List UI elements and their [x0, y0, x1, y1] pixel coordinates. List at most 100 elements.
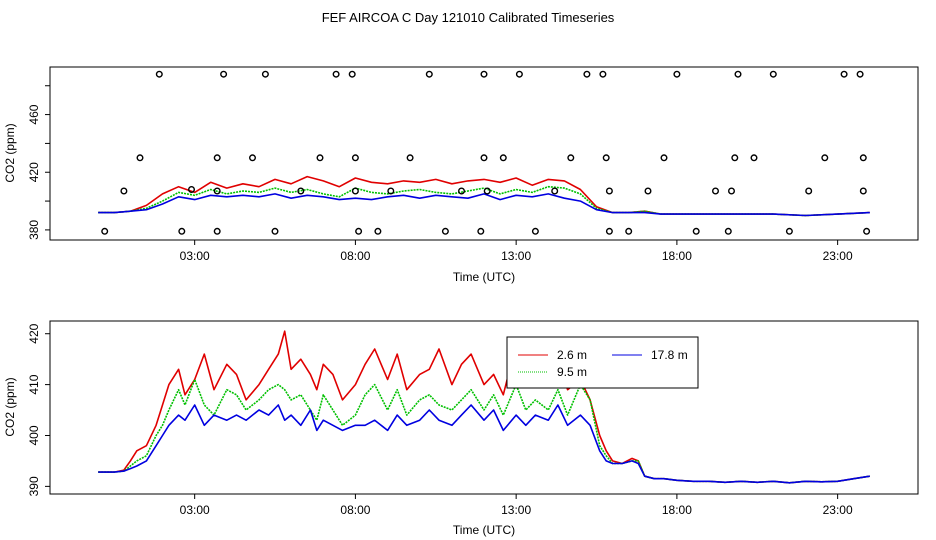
- sample-point: [625, 227, 633, 235]
- sample-point: [734, 70, 742, 78]
- sample-point: [136, 154, 144, 162]
- sample-point: [712, 187, 720, 195]
- panel-2-xlabel: Time (UTC): [453, 523, 515, 537]
- sample-point: [374, 227, 382, 235]
- sample-point: [351, 187, 359, 195]
- sample-point: [499, 154, 507, 162]
- chart-title: FEF AIRCOA C Day 121010 Calibrated Times…: [322, 10, 615, 25]
- sample-point: [271, 227, 279, 235]
- panel-1-x-axis: 03:00 08:00 13:00 18:00 23:00: [180, 240, 853, 263]
- x-tick-label: 18:00: [662, 249, 692, 263]
- sample-point: [805, 187, 813, 195]
- sample-point: [261, 70, 269, 78]
- x-tick-label: 03:00: [180, 503, 210, 517]
- sample-point: [187, 185, 195, 193]
- sample-point: [515, 70, 523, 78]
- sample-point: [213, 154, 221, 162]
- panel-1-frame: [49, 66, 919, 241]
- panel-2-y-axis: 390 400 410 420: [27, 323, 50, 496]
- panel-2: 03:00 08:00 13:00 18:00 23:00 390 400 410 420 T…: [3, 320, 919, 537]
- sample-point: [155, 70, 163, 78]
- legend-label-17-8m: 17.8 m: [651, 348, 688, 362]
- x-tick-label: 08:00: [340, 503, 370, 517]
- x-tick-label: 08:00: [340, 249, 370, 263]
- y-tick-label: 400: [27, 425, 41, 445]
- panel-2-series: [98, 330, 870, 484]
- x-tick-label: 18:00: [662, 503, 692, 517]
- x-tick-label: 13:00: [501, 503, 531, 517]
- panel-2-x-axis: 03:00 08:00 13:00 18:00 23:00: [180, 494, 853, 517]
- panel-1-xlabel: Time (UTC): [453, 270, 515, 284]
- sample-point: [483, 187, 491, 195]
- sample-point: [769, 70, 777, 78]
- sample-point: [724, 227, 732, 235]
- sample-point: [348, 70, 356, 78]
- panel-1-series-17-8-m: [98, 193, 870, 217]
- sample-point: [785, 227, 793, 235]
- sample-point: [605, 187, 613, 195]
- sample-point: [859, 154, 867, 162]
- panel-2-series-2-6-m: [98, 330, 870, 484]
- sample-point: [821, 154, 829, 162]
- legend: 2.6 m 9.5 m 17.8 m: [506, 336, 699, 389]
- panel-2-ylabel: CO2 (ppm): [3, 377, 17, 436]
- sample-point: [599, 70, 607, 78]
- legend-label-9-5m: 9.5 m: [557, 365, 587, 379]
- sample-point: [660, 154, 668, 162]
- y-tick-label: 410: [27, 374, 41, 394]
- sample-point: [441, 227, 449, 235]
- y-tick-label: 420: [27, 323, 41, 343]
- sample-point: [458, 187, 466, 195]
- sample-point: [856, 70, 864, 78]
- sample-point: [316, 154, 324, 162]
- sample-point: [178, 227, 186, 235]
- sample-point: [355, 227, 363, 235]
- sample-point: [101, 227, 109, 235]
- sample-point: [673, 70, 681, 78]
- sample-point: [644, 187, 652, 195]
- x-tick-label: 23:00: [823, 503, 853, 517]
- sample-point: [863, 227, 871, 235]
- x-tick-label: 23:00: [823, 249, 853, 263]
- sample-point: [406, 154, 414, 162]
- legend-box: [506, 336, 699, 389]
- panel-1-y-axis: 380 420 460: [27, 85, 50, 240]
- sample-point: [602, 154, 610, 162]
- y-tick-label: 380: [27, 220, 41, 240]
- sample-point: [692, 227, 700, 235]
- sample-point: [477, 227, 485, 235]
- x-tick-label: 13:00: [501, 249, 531, 263]
- y-tick-label: 420: [27, 162, 41, 182]
- panel-1: 03:00 08:00 13:00 18:00 23:00 380 420 460 Time…: [3, 66, 919, 284]
- sample-point: [248, 154, 256, 162]
- sample-point: [387, 187, 395, 195]
- sample-point: [731, 154, 739, 162]
- y-tick-label: 460: [27, 104, 41, 124]
- x-tick-label: 03:00: [180, 249, 210, 263]
- sample-point: [213, 187, 221, 195]
- sample-point: [120, 187, 128, 195]
- sample-point: [480, 154, 488, 162]
- sample-point: [605, 227, 613, 235]
- sample-point: [220, 70, 228, 78]
- sample-point: [840, 70, 848, 78]
- panel-1-ylabel: CO2 (ppm): [3, 123, 17, 182]
- legend-label-2-6m: 2.6 m: [557, 348, 587, 362]
- sample-point: [480, 70, 488, 78]
- sample-point: [351, 154, 359, 162]
- panel-1-series: [98, 175, 870, 217]
- sample-point: [728, 187, 736, 195]
- sample-point: [213, 227, 221, 235]
- panel-2-frame: [49, 320, 919, 495]
- sample-point: [551, 187, 559, 195]
- panel-2-series-17-8-m: [98, 404, 870, 484]
- y-tick-label: 390: [27, 476, 41, 496]
- sample-point: [583, 70, 591, 78]
- sample-point: [567, 154, 575, 162]
- panel-1-points: [101, 70, 871, 235]
- sample-point: [531, 227, 539, 235]
- panel-2-series-9-5-m: [98, 378, 870, 484]
- sample-point: [750, 154, 758, 162]
- sample-point: [425, 70, 433, 78]
